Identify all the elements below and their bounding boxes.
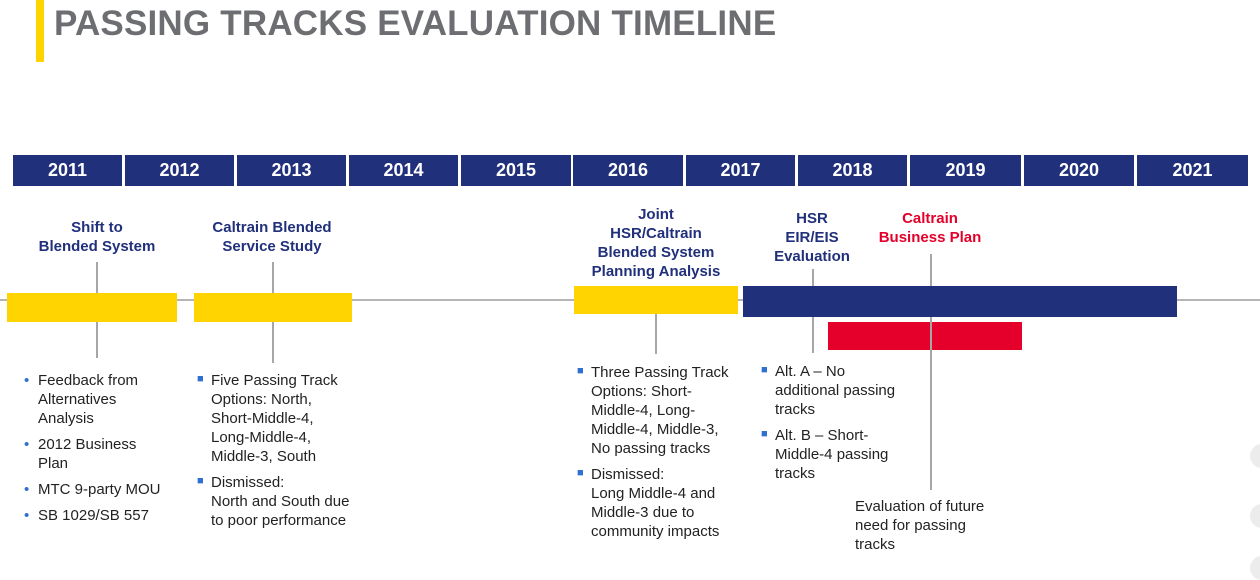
year-2019: 2019 bbox=[910, 155, 1021, 186]
connector-bp-bottom bbox=[930, 317, 932, 490]
page-title: PASSING TRACKS EVALUATION TIMELINE bbox=[54, 4, 777, 43]
bullet-icon: ■ bbox=[197, 373, 204, 385]
edge-circle-1 bbox=[1250, 444, 1260, 468]
bullet-icon: • bbox=[24, 436, 30, 453]
bullet-icon: • bbox=[24, 481, 30, 498]
connector-hsr-top bbox=[812, 269, 814, 286]
year-2021: 2021 bbox=[1137, 155, 1248, 186]
connector-bp-top bbox=[930, 254, 932, 286]
list-item: • SB 1029/SB 557 bbox=[24, 507, 149, 524]
title-accent-bar bbox=[36, 0, 44, 62]
list-item: • MTC 9-party MOU bbox=[24, 481, 161, 498]
list-item: ■ Three Passing Track Options: Short- Middl… bbox=[577, 364, 729, 457]
bullet-icon: ■ bbox=[577, 365, 584, 377]
label-caltrain-study: Caltrain Blended Service Study bbox=[212, 219, 332, 255]
connector-shift-bottom bbox=[96, 322, 98, 358]
year-2018: 2018 bbox=[798, 155, 907, 186]
list-item: • Feedback from Alternatives Analysis bbox=[24, 372, 139, 427]
bullet-icon: ■ bbox=[197, 475, 204, 487]
bullet-icon: • bbox=[24, 372, 30, 389]
year-2017: 2017 bbox=[686, 155, 795, 186]
list-caltrain-study: ■ Five Passing Track Options: North, Short-… bbox=[197, 371, 372, 537]
list-shift-to-blended: • Feedback from Alternatives Analysis • 2012 … bbox=[24, 371, 184, 532]
bullet-icon: • bbox=[24, 507, 30, 524]
year-2016: 2016 bbox=[573, 155, 683, 186]
label-business-plan: Caltrain Business Plan bbox=[878, 210, 982, 246]
list-item: • 2012 Business Plan bbox=[24, 436, 137, 472]
bullet-icon: ■ bbox=[761, 364, 768, 376]
year-2011: 2011 bbox=[13, 155, 122, 186]
bullet-icon: ■ bbox=[577, 467, 584, 479]
bullet-icon: ■ bbox=[761, 428, 768, 440]
label-hsr-eir: HSR EIR/EIS Evaluation bbox=[774, 210, 850, 265]
list-hsr-eir: ■ Alt. A – No additional passing tracks ■ Alt… bbox=[761, 362, 916, 490]
list-item: ■ Alt. A – No additional passing tracks bbox=[761, 363, 896, 418]
list-joint-analysis: ■ Three Passing Track Options: Short- Middl… bbox=[577, 363, 747, 548]
year-2014: 2014 bbox=[349, 155, 458, 186]
year-2015: 2015 bbox=[461, 155, 571, 186]
bar-joint-analysis bbox=[574, 286, 738, 314]
connector-caltrain-top bbox=[272, 262, 274, 293]
label-joint-analysis: Joint HSR/Caltrain Blended System Planning … bbox=[591, 206, 721, 280]
business-plan-note: Evaluation of future need for passing trac… bbox=[855, 498, 985, 553]
bar-shift-to-blended bbox=[7, 293, 177, 322]
bar-business-plan bbox=[828, 322, 1022, 350]
connector-hsr-bottom bbox=[812, 317, 814, 353]
connector-joint-bottom bbox=[655, 314, 657, 354]
year-2012: 2012 bbox=[125, 155, 234, 186]
label-shift-to-blended: Shift to Blended System bbox=[38, 219, 156, 255]
year-2013: 2013 bbox=[237, 155, 346, 186]
bar-hsr-eir bbox=[743, 286, 1177, 317]
edge-circle-2 bbox=[1250, 504, 1260, 528]
list-item: ■ Dismissed: North and South due to poor pe… bbox=[197, 474, 350, 529]
list-item: ■ Five Passing Track Options: North, Short-… bbox=[197, 372, 338, 465]
list-item: ■ Dismissed: Long Middle-4 and Middle-3 due… bbox=[577, 466, 720, 540]
list-item: ■ Alt. B – Short- Middle-4 passing tracks bbox=[761, 427, 889, 482]
bar-caltrain-study bbox=[194, 293, 352, 322]
connector-shift-top bbox=[96, 262, 98, 293]
edge-circle-3 bbox=[1250, 556, 1260, 580]
connector-caltrain-bottom bbox=[272, 322, 274, 363]
year-2020: 2020 bbox=[1024, 155, 1134, 186]
